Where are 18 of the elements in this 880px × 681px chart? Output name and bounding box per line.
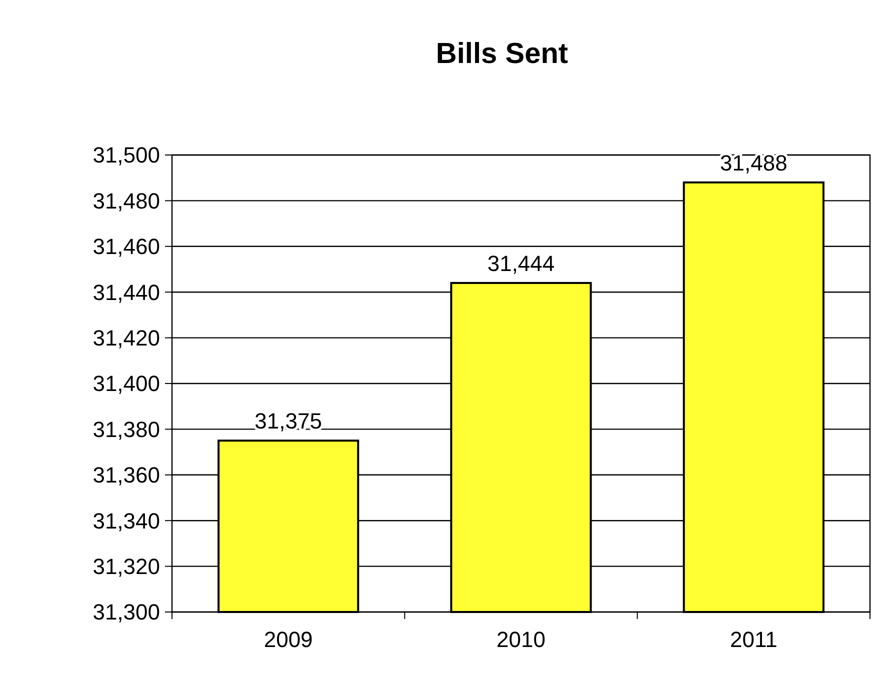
data-label: 31,444 [487, 250, 555, 276]
x-tick-label: 2011 [730, 627, 778, 652]
y-tick-label: 31,300 [92, 600, 160, 625]
y-tick-label: 31,360 [92, 462, 160, 488]
y-tick-label: 31,480 [92, 188, 160, 214]
y-tick-label: 31,420 [92, 326, 160, 350]
y-tick-label: 31,400 [92, 371, 160, 396]
y-tick-label: 31,460 [92, 234, 160, 260]
y-tick-label: 31,340 [92, 508, 160, 534]
x-tick-label: 2009 [264, 627, 313, 652]
y-tick-label: 31,500 [92, 142, 160, 168]
data-label: 31,488 [720, 150, 788, 176]
y-tick-label: 31,320 [92, 554, 160, 579]
x-tick-label: 2010 [496, 627, 546, 652]
chart-title: Bills Sent [436, 38, 568, 70]
y-tick-label: 31,440 [92, 280, 160, 305]
data-label: 31,375 [254, 408, 322, 434]
y-tick-label: 31,380 [92, 416, 160, 442]
